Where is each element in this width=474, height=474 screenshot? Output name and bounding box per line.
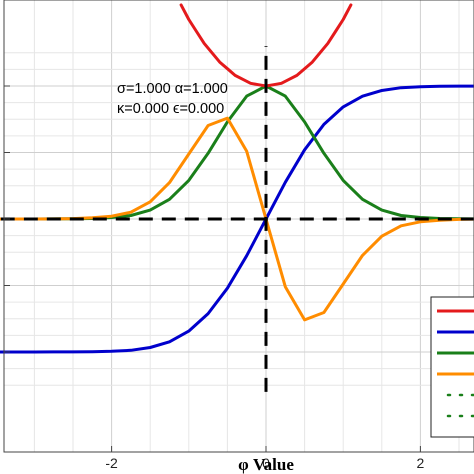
plot-background [4,0,474,452]
legend [430,296,474,438]
x-tick-label: -2 [105,455,118,471]
x-tick-label: 0 [262,455,270,471]
curve-blue [0,84,474,354]
annotation-kappa-epsilon: κ=0.000 ϵ=0.000 [117,101,224,117]
x-axis-label: φ Value [238,455,294,474]
x-tick-label: 2 [417,455,425,471]
plot-frame [3,0,474,453]
grid [4,0,474,452]
annotation-sigma-alpha: σ=1.000 α=1.000 [117,81,228,97]
reference-lines [0,46,474,392]
y-ticks [4,85,10,353]
x-ticks: -8-6-4-20246 [105,446,425,471]
legend-box [430,296,474,438]
